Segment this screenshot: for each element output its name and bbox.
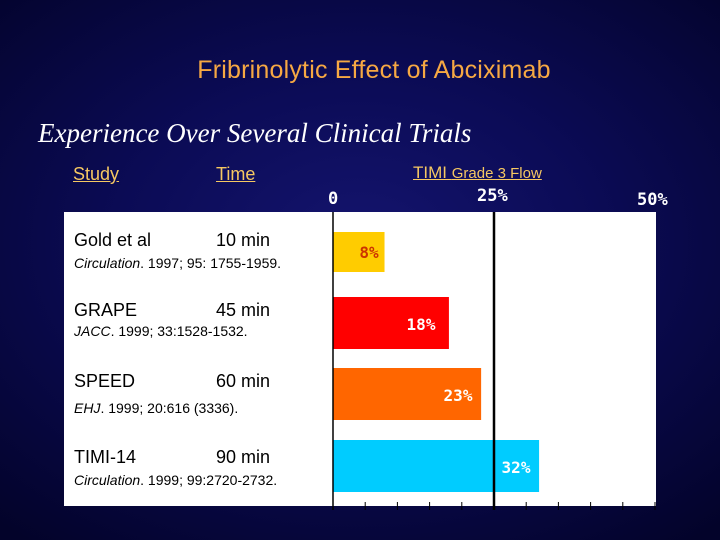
row-citation: Circulation. 1997; 95: 1755-1959. [74, 255, 281, 271]
row-study: Gold et al [74, 230, 152, 250]
row-time: 90 min [216, 447, 271, 467]
bar-gold-et-al [333, 232, 385, 272]
row-study: GRAPE [74, 300, 138, 320]
row-time: 45 min [216, 300, 271, 320]
row-time: 60 min [216, 371, 271, 391]
bar-value-label: 8% [359, 243, 379, 262]
timi-label: TIMI [413, 163, 447, 182]
timi-axis-title: TIMI Grade 3 Flow [413, 163, 542, 183]
tick-label-0: 0 [328, 189, 339, 209]
bar-value-label: 23% [444, 386, 473, 405]
grade-flow-label: Grade 3 Flow [451, 165, 542, 182]
row-citation: JACC. 1999; 33:1528-1532. [74, 323, 248, 339]
row-citation: Circulation. 1999; 99:2720-2732. [74, 472, 277, 488]
journal-name: Circulation [74, 472, 141, 488]
citation-detail: . 1999; 33:1528-1532. [110, 323, 248, 339]
row-study: TIMI-14 [74, 447, 137, 467]
citation-detail: . 1999; 99:2720-2732. [140, 472, 278, 488]
row-time: 10 min [216, 230, 271, 250]
journal-name: Circulation [74, 255, 141, 271]
bar-value-label: 32% [502, 458, 531, 477]
citation-detail: . 1997; 95: 1755-1959. [140, 255, 282, 271]
citation-detail: . 1999; 20:616 (3336). [100, 400, 239, 416]
tick-label-50: 50% [637, 190, 668, 210]
row-citation: EHJ. 1999; 20:616 (3336). [74, 400, 238, 416]
slide-subtitle: Experience Over Several Clinical Trials [38, 118, 472, 148]
study-header: Study [73, 164, 120, 184]
tick-label-25: 25% [477, 186, 508, 206]
bar-speed [333, 368, 482, 420]
time-header: Time [216, 164, 256, 184]
bar-timi-14 [333, 440, 540, 492]
journal-name: JACC [74, 323, 111, 339]
slide-title: Fribrinolytic Effect of Abciximab [197, 56, 551, 84]
bar-grape [333, 297, 449, 349]
bar-value-label: 18% [407, 315, 436, 334]
row-study: SPEED [74, 371, 136, 391]
journal-name: EHJ [74, 400, 101, 416]
